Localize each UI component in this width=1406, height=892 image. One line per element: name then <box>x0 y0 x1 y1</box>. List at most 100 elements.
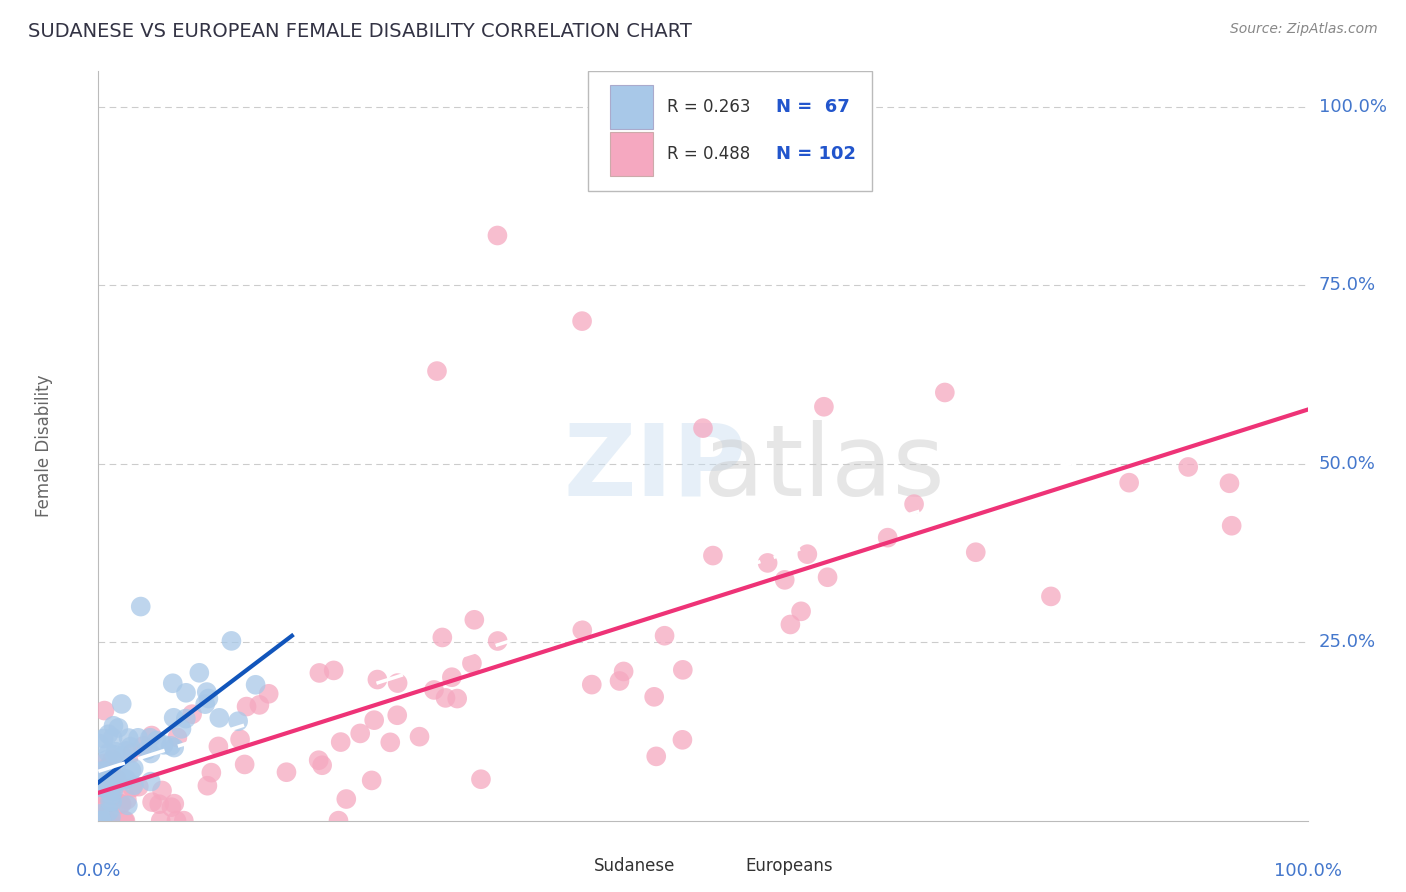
Sudanese <box>139 774 162 789</box>
Europeans <box>311 758 333 772</box>
Europeans <box>817 570 839 584</box>
Europeans <box>380 735 402 749</box>
Sudanese <box>93 780 115 794</box>
Sudanese <box>93 731 115 746</box>
Europeans <box>101 752 124 766</box>
Sudanese <box>103 747 125 762</box>
Europeans <box>643 690 665 704</box>
Europeans <box>149 814 172 828</box>
Europeans <box>1039 590 1062 604</box>
Europeans <box>446 691 468 706</box>
FancyBboxPatch shape <box>548 850 589 883</box>
Europeans <box>105 772 128 786</box>
Text: 100.0%: 100.0% <box>1319 98 1386 116</box>
Europeans <box>349 726 371 740</box>
Europeans <box>197 779 219 793</box>
Europeans <box>276 765 298 780</box>
Sudanese <box>111 773 134 788</box>
Sudanese <box>188 665 211 680</box>
Europeans <box>163 797 186 811</box>
Europeans <box>233 757 256 772</box>
Europeans <box>235 699 257 714</box>
Text: 100.0%: 100.0% <box>1274 863 1341 880</box>
Sudanese <box>117 798 139 813</box>
Sudanese <box>90 814 112 828</box>
Text: SUDANESE VS EUROPEAN FEMALE DISABILITY CORRELATION CHART: SUDANESE VS EUROPEAN FEMALE DISABILITY C… <box>28 22 692 41</box>
Sudanese <box>101 731 124 745</box>
Europeans <box>114 814 136 828</box>
Europeans <box>257 687 280 701</box>
Sudanese <box>111 749 134 764</box>
Sudanese <box>145 733 167 747</box>
Sudanese <box>104 745 127 759</box>
Sudanese <box>100 810 122 824</box>
Europeans <box>773 573 796 587</box>
Sudanese <box>245 678 267 692</box>
Sudanese <box>89 814 111 828</box>
Europeans <box>89 808 111 822</box>
Europeans <box>571 314 593 328</box>
Sudanese <box>195 685 218 699</box>
Europeans <box>903 497 925 511</box>
Europeans <box>613 665 636 679</box>
Sudanese <box>96 753 118 767</box>
Text: 50.0%: 50.0% <box>1319 455 1375 473</box>
Sudanese <box>160 739 183 753</box>
Sudanese <box>120 739 142 754</box>
Europeans <box>1118 475 1140 490</box>
Text: 75.0%: 75.0% <box>1319 277 1376 294</box>
Europeans <box>104 779 127 793</box>
Sudanese <box>139 747 162 761</box>
Sudanese <box>170 722 193 736</box>
Europeans <box>166 731 188 745</box>
Sudanese <box>111 697 134 711</box>
Europeans <box>363 713 385 727</box>
Europeans <box>790 604 813 618</box>
Text: Source: ZipAtlas.com: Source: ZipAtlas.com <box>1230 22 1378 37</box>
FancyBboxPatch shape <box>610 132 654 176</box>
Europeans <box>97 760 120 774</box>
Europeans <box>200 765 222 780</box>
Sudanese <box>93 764 115 779</box>
Sudanese <box>103 719 125 733</box>
Sudanese <box>101 784 124 798</box>
Text: R = 0.488: R = 0.488 <box>666 145 749 162</box>
Text: N =  67: N = 67 <box>776 98 849 116</box>
Europeans <box>181 707 204 722</box>
Europeans <box>249 698 271 712</box>
FancyBboxPatch shape <box>588 71 872 191</box>
Text: 25.0%: 25.0% <box>1319 633 1376 651</box>
Europeans <box>94 797 117 811</box>
Europeans <box>1218 476 1240 491</box>
Europeans <box>150 783 173 797</box>
Europeans <box>173 814 195 828</box>
Sudanese <box>97 746 120 760</box>
Europeans <box>121 746 143 760</box>
Sudanese <box>89 780 111 795</box>
Text: Sudanese: Sudanese <box>595 856 675 874</box>
Europeans <box>672 663 695 677</box>
Sudanese <box>174 686 197 700</box>
Sudanese <box>94 781 117 796</box>
Sudanese <box>97 805 120 819</box>
Europeans <box>141 795 163 809</box>
Europeans <box>965 545 987 559</box>
Sudanese <box>103 778 125 792</box>
Europeans <box>94 814 117 828</box>
Europeans <box>1177 459 1199 474</box>
Europeans <box>97 805 120 819</box>
Europeans <box>408 730 430 744</box>
Sudanese <box>100 777 122 791</box>
Europeans <box>609 673 631 688</box>
Sudanese <box>129 599 152 614</box>
Sudanese <box>107 721 129 735</box>
Europeans <box>91 767 114 781</box>
Europeans <box>692 421 714 435</box>
Sudanese <box>97 772 120 787</box>
Europeans <box>165 814 187 828</box>
Europeans <box>702 549 724 563</box>
Europeans <box>308 665 330 680</box>
Europeans <box>100 791 122 805</box>
Europeans <box>645 749 668 764</box>
Europeans <box>461 657 484 671</box>
